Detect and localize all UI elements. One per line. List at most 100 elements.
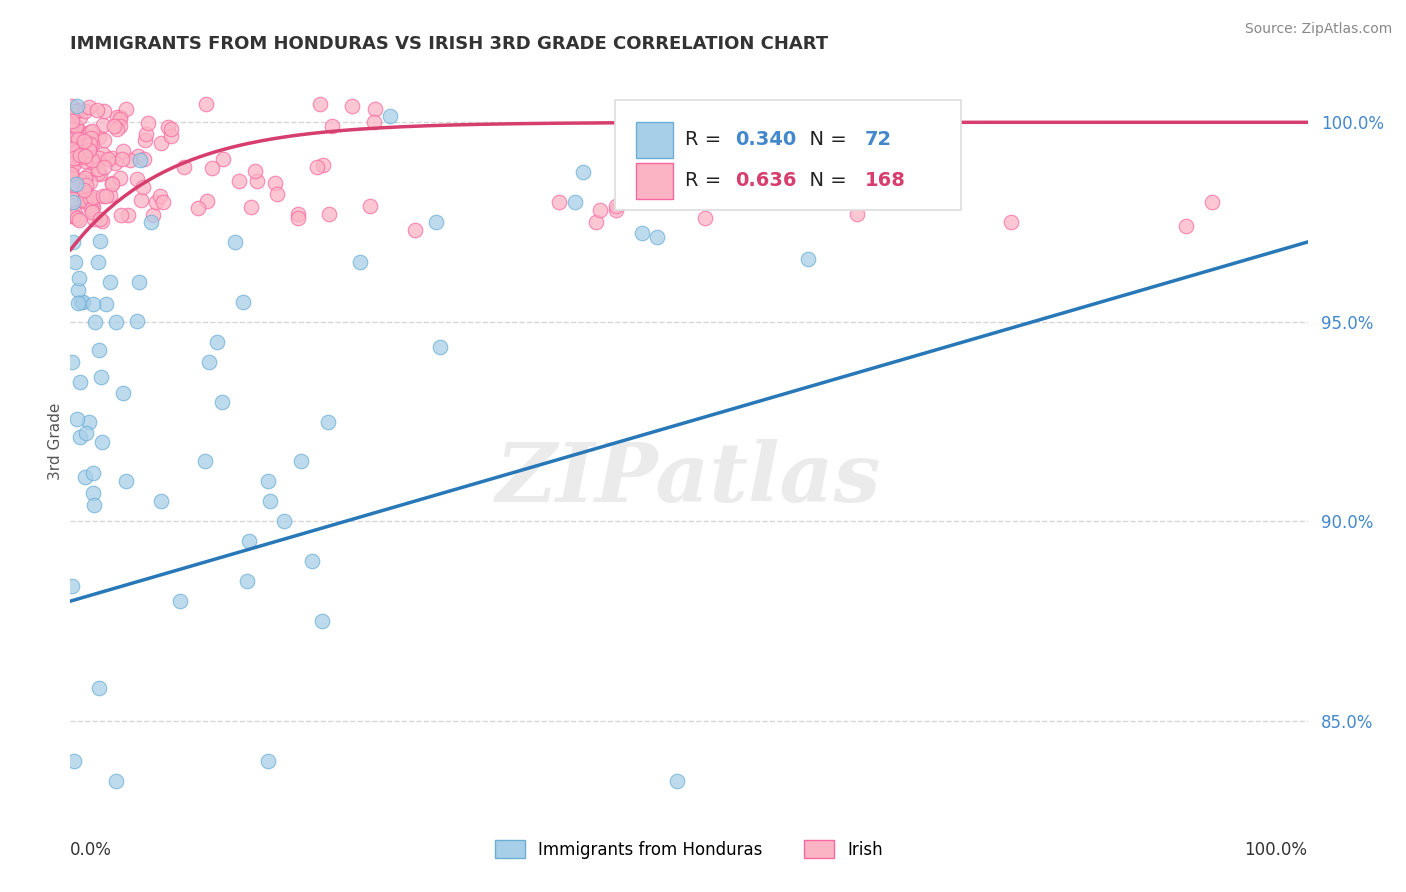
Point [60,168,83,182]
Text: 0.636: 0.636 [735,171,796,190]
Point [82,200,104,214]
Point [90,369,112,384]
Point [62,131,84,145]
Point [79,136,101,151]
Y-axis label: 3rd Grade: 3rd Grade [48,403,63,480]
Point [63,134,86,148]
Point [883,191,905,205]
Point [564,195,586,210]
Point [63,205,86,219]
Point [73,134,96,148]
Point [647,229,669,244]
Text: N =: N = [797,130,852,150]
Point [117,208,139,222]
Point [100,275,122,289]
Text: R =: R = [685,130,728,150]
Point [72,175,94,189]
Point [287,206,309,220]
Point [91,214,114,228]
Point [104,156,127,170]
Point [571,165,593,179]
Point [59,162,82,177]
Point [195,194,218,208]
Point [73,153,96,168]
Point [98,188,121,202]
Point [60,117,83,131]
Point [156,120,179,135]
Point [228,174,250,188]
Point [132,180,155,194]
Point [82,190,104,204]
Point [93,146,115,161]
Point [62,195,84,210]
Point [73,149,96,163]
Point [91,118,114,132]
Point [80,137,103,152]
Point [62,152,84,166]
Point [86,155,108,169]
Point [75,178,97,192]
Point [128,275,150,289]
Point [364,102,387,116]
Point [605,203,627,218]
Point [224,235,246,249]
Point [80,202,103,217]
Point [65,255,87,269]
Point [1175,219,1198,233]
Point [631,227,654,241]
Point [245,174,267,188]
FancyBboxPatch shape [614,100,962,211]
Point [273,514,295,528]
Point [257,754,280,768]
Point [63,178,86,192]
Point [65,119,87,133]
Point [73,193,96,207]
Text: N =: N = [797,171,852,190]
Point [236,574,259,589]
Point [60,121,83,136]
Point [100,151,122,165]
Text: 0.340: 0.340 [735,130,796,150]
Point [125,314,148,328]
Point [75,192,97,206]
Point [73,183,96,197]
Point [77,140,100,154]
Point [257,475,280,489]
Point [79,191,101,205]
Point [108,170,131,185]
Point [110,208,132,222]
Point [307,161,329,175]
Point [65,182,87,196]
Point [67,103,90,118]
Point [60,99,83,113]
Point [62,108,84,122]
Point [82,205,104,219]
Point [72,140,94,154]
Point [145,194,167,209]
Point [59,167,82,181]
Point [585,215,607,229]
Point [94,297,117,311]
Point [63,132,86,146]
Point [1201,195,1223,210]
Point [89,167,111,181]
Point [693,211,716,225]
Point [198,355,221,369]
Point [548,195,571,210]
Point [70,146,93,161]
Point [103,119,125,133]
Point [266,186,288,201]
Point [79,125,101,139]
Point [79,175,101,189]
Point [264,176,287,190]
Point [378,109,401,123]
Point [125,172,148,186]
Point [309,96,332,111]
Point [63,120,86,135]
Point [59,118,82,132]
Text: 168: 168 [865,171,905,190]
Point [60,355,83,369]
Point [132,153,155,167]
Text: R =: R = [685,171,728,190]
Point [59,210,82,224]
